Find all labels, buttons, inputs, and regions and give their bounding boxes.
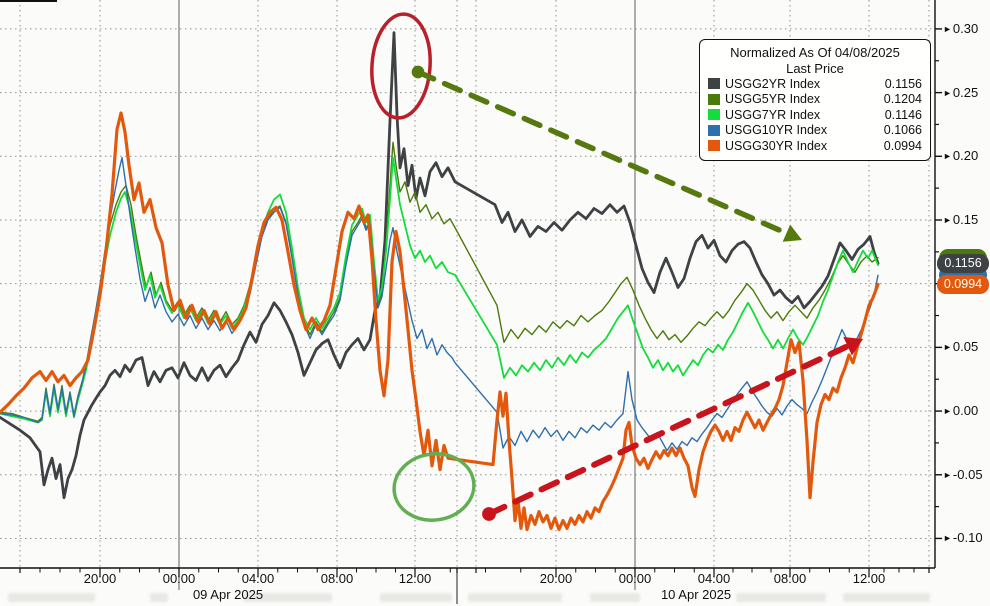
y-tick-value: 0.00 <box>952 403 979 419</box>
x-tick-label: 20:00 <box>539 571 573 586</box>
legend-swatch-icon <box>708 109 720 121</box>
legend-series-name: USGG30YR Index <box>725 138 828 153</box>
series-usgg2yr <box>0 31 880 500</box>
series-usgg10yr <box>0 156 879 452</box>
y-tick-value: 0.15 <box>952 211 979 227</box>
x-tick-label: 12:00 <box>398 571 432 586</box>
redacted-watermark <box>843 593 930 602</box>
tick-arrow-icon: ► <box>943 469 952 480</box>
x-tick-label: 00:00 <box>618 571 652 586</box>
y-tick-label: ►0.20 <box>943 148 978 163</box>
legend-series-value: 0.1204 <box>883 92 922 107</box>
tick-arrow-icon: ► <box>943 151 952 162</box>
legend-title: Normalized As Of 04/08/2025 <box>730 45 900 60</box>
last-price-badge: 0.0994 <box>937 274 989 294</box>
redacted-watermark <box>590 593 640 602</box>
olive-trend-arrow-head <box>782 224 802 242</box>
legend-series-name: USGG2YR Index <box>725 76 821 91</box>
x-tick-label: 08:00 <box>320 571 354 586</box>
legend-entry: USGG2YR Index 0.1156 <box>708 76 922 92</box>
redacted-watermark <box>736 593 826 602</box>
last-price-badge: 0.1156 <box>937 254 989 274</box>
x-tick-label: 04:00 <box>697 571 731 586</box>
y-tick-value: 0.20 <box>952 148 979 164</box>
legend-swatch-icon <box>708 140 720 152</box>
legend-series-value: 0.1146 <box>884 107 922 122</box>
tick-arrow-icon: ► <box>943 406 952 417</box>
tick-arrow-icon: ► <box>943 214 952 225</box>
redacted-watermark <box>150 593 168 602</box>
olive-trend-arrow-dot <box>411 65 425 79</box>
tick-arrow-icon: ► <box>943 533 952 544</box>
red-circle-annotation <box>370 12 432 120</box>
x-tick-label: 12:00 <box>852 571 886 586</box>
redacted-watermark <box>380 593 452 602</box>
legend-subtitle: Last Price <box>786 61 844 76</box>
x-tick-label: 04:00 <box>241 571 275 586</box>
x-tick-label: 00:00 <box>162 571 196 586</box>
y-tick-value: 0.05 <box>952 339 979 355</box>
x-tick-label: 20:00 <box>83 571 117 586</box>
y-tick-value: -0.10 <box>952 530 983 546</box>
x-tick-label: 08:00 <box>773 571 807 586</box>
legend-entry: USGG30YR Index 0.0994 <box>708 138 922 154</box>
legend-series-value: 0.0994 <box>883 138 922 153</box>
legend-swatch-icon <box>708 78 720 90</box>
legend-series-value: 0.1066 <box>883 123 922 138</box>
y-tick-label: ►-0.10 <box>943 530 983 545</box>
y-tick-label: ►0.25 <box>943 85 978 100</box>
series-usgg30yr <box>0 111 880 532</box>
y-tick-value: 0.30 <box>952 20 979 36</box>
red-trend-arrow-dot <box>482 507 496 521</box>
tick-arrow-icon: ► <box>943 87 952 98</box>
redacted-watermark <box>243 593 332 602</box>
legend-series-name: USGG7YR Index <box>725 107 821 122</box>
series-usgg5yr <box>0 141 879 422</box>
legend-entry: USGG7YR Index 0.1146 <box>708 107 922 123</box>
legend-series-value: 0.1156 <box>884 76 922 91</box>
legend-box: Normalized As Of 04/08/2025 Last Price U… <box>699 39 931 161</box>
y-tick-label: ►0.30 <box>943 21 978 36</box>
redacted-watermark <box>468 593 562 602</box>
tick-arrow-icon: ► <box>943 342 952 353</box>
redacted-watermark <box>8 593 95 602</box>
legend-swatch-icon <box>708 124 720 136</box>
y-tick-value: -0.05 <box>952 466 983 482</box>
date-label: 09 Apr 2025 <box>192 587 264 602</box>
date-label: 10 Apr 2025 <box>660 587 732 602</box>
green-circle-annotation <box>392 452 476 522</box>
legend-rows: USGG2YR Index 0.1156 USGG5YR Index 0.1204 US… <box>708 76 922 154</box>
red-trend-arrow <box>486 342 852 517</box>
series-usgg7yr <box>0 156 879 424</box>
y-tick-label: ►-0.05 <box>943 467 983 482</box>
legend-entry: USGG10YR Index 0.1066 <box>708 123 922 139</box>
legend-series-name: USGG5YR Index <box>725 92 821 107</box>
legend-series-name: USGG10YR Index <box>725 123 828 138</box>
y-tick-value: 0.25 <box>952 84 979 100</box>
olive-trend-arrow <box>415 69 791 237</box>
tick-arrow-icon: ► <box>943 23 952 34</box>
legend-entry: USGG5YR Index 0.1204 <box>708 92 922 108</box>
y-tick-label: ►0.00 <box>943 403 978 418</box>
legend-swatch-icon <box>708 93 720 105</box>
red-trend-arrow-head <box>843 336 863 356</box>
y-tick-label: ►0.15 <box>943 212 978 227</box>
frame-fragment <box>0 0 57 2</box>
y-tick-label: ►0.05 <box>943 339 978 354</box>
